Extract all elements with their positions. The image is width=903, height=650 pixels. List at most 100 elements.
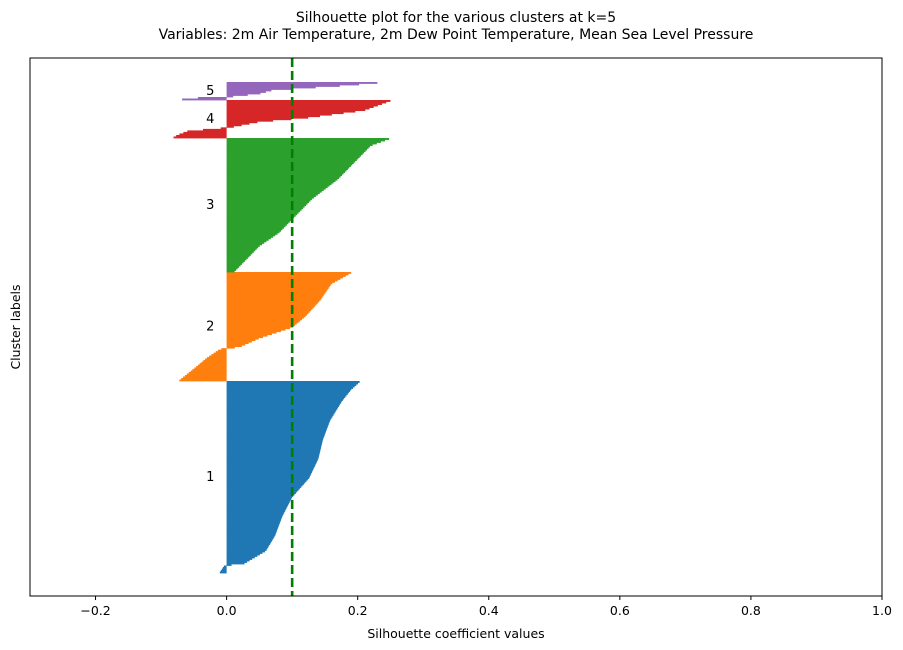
silhouette-bar: [226, 265, 240, 268]
silhouette-bar: [226, 514, 283, 517]
silhouette-bar: [196, 366, 227, 368]
silhouette-bar: [226, 169, 347, 172]
silhouette-bar: [226, 139, 386, 142]
silhouette-bar: [226, 235, 274, 238]
silhouette-bar: [226, 138, 390, 140]
silhouette-bar: [226, 414, 334, 416]
silhouette-bar: [226, 282, 333, 285]
silhouette-bar: [226, 529, 278, 532]
silhouette-bar: [186, 373, 227, 376]
chart-title: Silhouette plot for the various clusters…: [296, 10, 616, 26]
silhouette-bar: [226, 91, 266, 93]
silhouette-bar: [226, 219, 292, 222]
silhouette-bar: [226, 100, 391, 102]
silhouette-bar: [226, 107, 370, 110]
silhouette-bar: [226, 324, 295, 327]
silhouette-bar: [226, 547, 268, 550]
silhouette-bar: [226, 496, 293, 499]
silhouette-bar: [226, 415, 333, 418]
silhouette-bar: [226, 300, 320, 303]
silhouette-bar: [226, 507, 287, 509]
silhouette-bar: [226, 223, 287, 226]
silhouette-bar: [226, 253, 251, 256]
silhouette-bar: [226, 103, 383, 105]
silhouette-bar: [226, 243, 263, 246]
silhouette-bar: [226, 301, 318, 304]
silhouette-bar: [226, 113, 332, 116]
silhouette-bar: [226, 336, 263, 339]
silhouette-bar: [226, 294, 324, 297]
silhouette-bar: [226, 484, 303, 487]
silhouette-bar: [226, 525, 279, 527]
silhouette-bar: [226, 333, 272, 336]
silhouette-bar: [226, 175, 341, 178]
silhouette-bar: [226, 250, 254, 253]
silhouette-bar: [226, 409, 337, 412]
x-axis-label: Silhouette coefficient values: [367, 626, 544, 641]
silhouette-bar: [226, 420, 330, 422]
silhouette-bar: [226, 124, 242, 127]
silhouette-bar: [223, 565, 227, 568]
silhouette-bar: [226, 427, 328, 430]
silhouette-bar: [226, 276, 344, 279]
silhouette-bar: [226, 438, 324, 440]
silhouette-bar: [226, 435, 325, 437]
silhouette-bar: [226, 468, 314, 470]
silhouette-bar: [226, 442, 323, 445]
silhouette-bar: [226, 159, 357, 161]
silhouette-bar: [226, 501, 290, 503]
silhouette-bar: [226, 122, 250, 125]
silhouette-bar: [226, 328, 286, 331]
silhouette-bar: [182, 98, 227, 101]
cluster-label-5: 5: [206, 84, 214, 99]
silhouette-bar: [226, 433, 325, 436]
silhouette-bar: [226, 490, 298, 493]
silhouette-bar: [226, 181, 334, 184]
silhouette-bar: [226, 292, 325, 295]
silhouette-bar: [226, 162, 354, 164]
silhouette-bar: [226, 82, 378, 84]
silhouette-bar: [226, 429, 327, 431]
silhouette-bar: [226, 184, 330, 187]
silhouette-bar: [226, 337, 259, 340]
silhouette-bar: [226, 439, 323, 442]
silhouette-bar: [226, 532, 276, 535]
silhouette-bar: [226, 163, 353, 166]
silhouette-bar: [226, 534, 276, 536]
silhouette-bar: [226, 180, 336, 183]
silhouette-bar: [226, 544, 270, 547]
silhouette-bar: [226, 190, 322, 193]
x-tick-label: 1.0: [872, 603, 892, 618]
silhouette-bar: [226, 252, 253, 255]
silhouette-bar: [226, 187, 326, 190]
silhouette-bar: [226, 526, 279, 529]
silhouette-bar: [226, 397, 345, 400]
silhouette-bar: [226, 141, 381, 143]
silhouette-bar: [226, 480, 307, 482]
silhouette-bar: [226, 561, 248, 563]
silhouette-bar: [184, 375, 227, 377]
silhouette-bar: [226, 519, 281, 521]
x-axis-ticks: −0.2 0.0 0.2 0.4 0.6 0.8 1.0: [80, 596, 892, 618]
silhouette-bar: [226, 304, 316, 307]
silhouette-bar: [226, 541, 271, 544]
silhouette-bar: [226, 229, 281, 232]
silhouette-bar: [226, 441, 323, 443]
silhouette-bar: [226, 246, 259, 249]
silhouette-bar: [226, 402, 341, 404]
silhouette-bar: [226, 432, 326, 434]
chart-subtitle: Variables: 2m Air Temperature, 2m Dew Po…: [159, 27, 754, 43]
silhouette-bar: [226, 312, 309, 315]
silhouette-bar: [226, 289, 327, 292]
silhouette-bar: [226, 553, 260, 556]
silhouette-bar: [190, 370, 227, 373]
silhouette-bar: [226, 274, 346, 277]
cluster-1-bars: [219, 381, 360, 574]
silhouette-bar: [226, 189, 324, 192]
silhouette-bar: [226, 234, 276, 237]
silhouette-bar: [226, 303, 317, 306]
silhouette-bar: [226, 291, 326, 294]
silhouette-bar: [226, 498, 292, 500]
silhouette-bar: [226, 408, 338, 410]
